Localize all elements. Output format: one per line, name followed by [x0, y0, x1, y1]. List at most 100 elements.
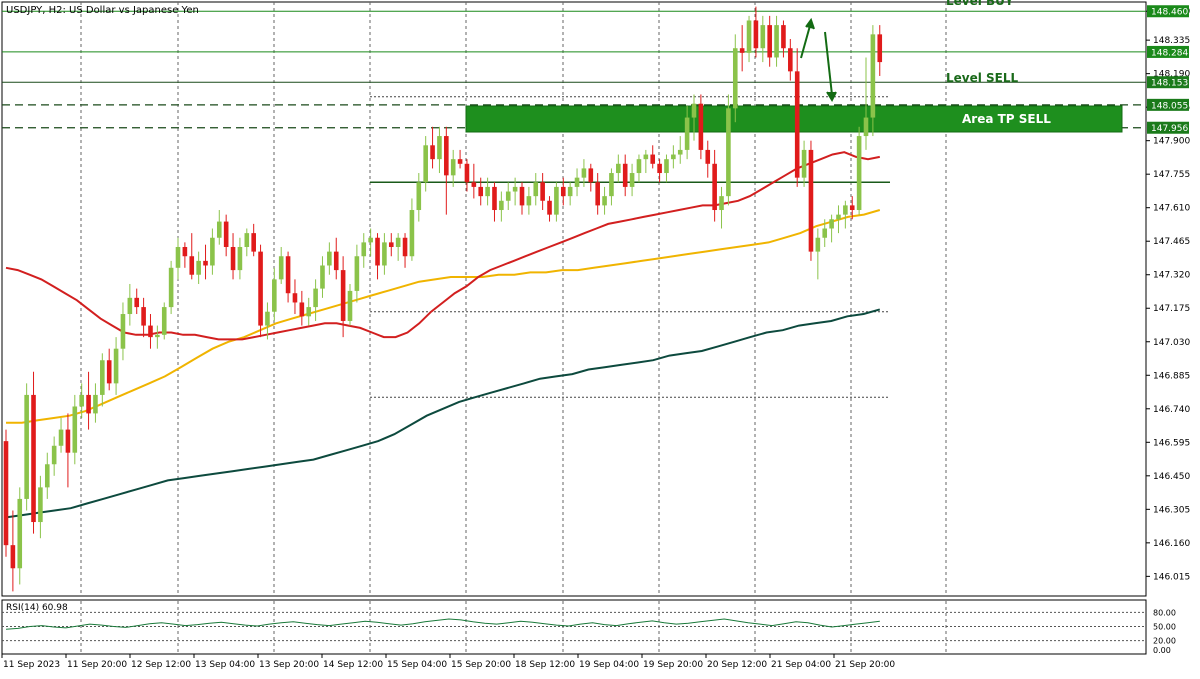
candle-body-12 [86, 394, 91, 414]
x-tick-label-0: 11 Sep 2023 [3, 660, 60, 670]
x-tick-label-13: 21 Sep 20:00 [835, 660, 895, 670]
candle-body-101 [698, 103, 704, 150]
candle-body-73 [505, 191, 511, 201]
candle-body-68 [471, 182, 477, 187]
candle-body-114 [788, 48, 793, 72]
candle-body-5 [38, 487, 43, 523]
candle-body-127 [877, 34, 883, 63]
candle-body-80 [554, 186, 559, 215]
candle-body-31 [216, 221, 222, 238]
level-buy-label: Level BUY [946, 0, 1014, 8]
up-arrow-icon [800, 17, 815, 59]
candle-body-77 [533, 182, 539, 197]
candle-body-87 [602, 196, 607, 206]
candle-body-105 [726, 108, 731, 197]
candle-body-54 [375, 237, 380, 266]
candle-body-104 [719, 196, 724, 211]
candle-body-23 [161, 307, 167, 335]
price-tag-label-0: 148.460 [1151, 8, 1188, 18]
candle-body-62 [430, 145, 435, 160]
candle-body-75 [519, 186, 525, 206]
y-tick-label-2: 148.190 [1153, 70, 1190, 80]
candle-body-1 [10, 545, 16, 569]
main-plot-frame [1, 1, 1147, 597]
candle-body-28 [196, 260, 201, 275]
candle-body-126 [870, 34, 876, 118]
candle-body-70 [485, 186, 490, 197]
candle-body-108 [746, 20, 752, 53]
y-tick-label-6: 147.610 [1153, 204, 1190, 214]
candle-body-111 [767, 25, 772, 58]
candle-body-72 [499, 200, 504, 211]
candle-body-16 [113, 348, 119, 384]
candle-body-43 [299, 302, 305, 317]
candle-body-109 [753, 20, 759, 49]
price-tag-label-1: 148.284 [1151, 48, 1188, 58]
candle-body-26 [182, 246, 188, 257]
candle-body-11 [79, 394, 84, 407]
candle-body-116 [801, 149, 807, 178]
candle-body-67 [464, 163, 470, 183]
candle-body-38 [265, 311, 270, 326]
rsi-line [5, 618, 880, 630]
candle-body-122 [843, 205, 848, 215]
x-tick-label-6: 15 Sep 04:00 [387, 660, 447, 670]
candle-body-8 [58, 429, 64, 446]
y-tick-label-11: 146.885 [1153, 371, 1190, 381]
y-tick-label-17: 146.015 [1153, 572, 1190, 582]
candle-body-63 [437, 136, 442, 160]
candle-body-46 [320, 265, 325, 289]
candle-body-123 [849, 205, 855, 211]
price-tag-label-3: 148.055 [1151, 101, 1188, 111]
candle-body-47 [327, 251, 332, 266]
candle-body-30 [210, 237, 215, 266]
y-tick-label-5: 147.755 [1153, 170, 1190, 180]
candle-body-6 [44, 464, 50, 488]
price-tag-box-4 [1147, 121, 1189, 134]
candle-body-93 [643, 154, 649, 160]
rsi-y-tick-label-0: 80.00 [1153, 608, 1176, 617]
candle-body-76 [526, 196, 532, 206]
candle-body-17 [120, 314, 126, 349]
candle-body-45 [313, 288, 318, 308]
candle-body-61 [423, 145, 428, 183]
chart-title: USDJPY, H2: US Dollar vs Japanese Yen [6, 5, 199, 16]
candle-body-51 [354, 256, 360, 291]
candle-body-10 [72, 406, 78, 453]
candle-body-69 [478, 186, 484, 197]
candle-body-99 [684, 117, 690, 150]
candle-body-55 [382, 242, 387, 266]
candle-body-36 [251, 233, 256, 252]
x-tick-label-5: 14 Sep 12:00 [323, 660, 383, 670]
candle-body-40 [278, 256, 284, 280]
candle-body-66 [457, 159, 463, 164]
x-tick-label-1: 11 Sep 20:00 [67, 660, 127, 670]
candle-body-92 [636, 159, 642, 174]
candle-body-86 [595, 182, 600, 206]
ma-mid-line [6, 209, 881, 424]
y-tick-label-7: 147.465 [1153, 237, 1190, 247]
candle-body-35 [244, 233, 250, 247]
candle-body-118 [815, 237, 821, 252]
candle-body-106 [732, 48, 738, 109]
x-tick-label-9: 19 Sep 04:00 [579, 660, 639, 670]
price-tag-label-2: 148.153 [1151, 79, 1188, 89]
candle-body-49 [340, 270, 346, 321]
candle-body-96 [664, 159, 669, 174]
price-tag-box-3 [1147, 98, 1189, 111]
candle-body-52 [361, 242, 367, 257]
x-axis: 11 Sep 2023 11 Sep 20:00 12 Sep 12:00 13 Se… [1, 654, 895, 670]
ma-slow-line [5, 308, 881, 519]
candle-body-3 [24, 394, 29, 499]
candle-body-60 [416, 182, 422, 211]
candle-body-21 [148, 325, 153, 338]
candle-body-81 [560, 186, 566, 197]
candle-body-53 [368, 237, 373, 243]
candle-body-95 [657, 163, 662, 174]
x-tick-label-12: 21 Sep 04:00 [771, 660, 831, 670]
candle-body-50 [347, 290, 353, 321]
candle-body-29 [203, 260, 208, 266]
candle-body-120 [829, 219, 834, 229]
candle-body-119 [822, 228, 828, 238]
candle-body-48 [333, 251, 339, 271]
